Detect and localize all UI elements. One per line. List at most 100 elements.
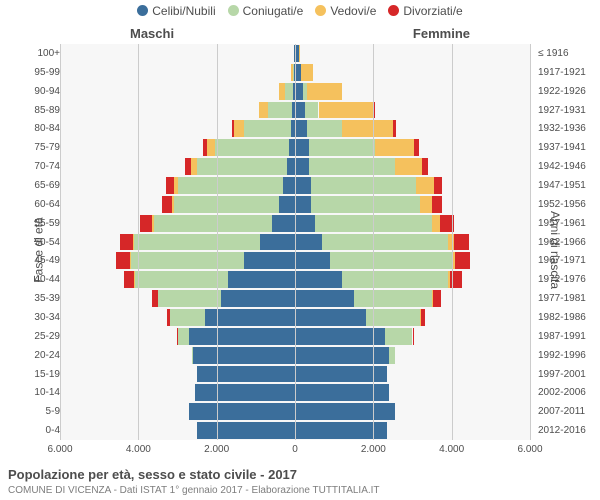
segment-co [309, 158, 395, 175]
segment-c [272, 215, 296, 232]
segment-co [174, 196, 280, 213]
birth-tick: 1992-1996 [538, 346, 586, 365]
age-tick: 70-74 [34, 157, 60, 176]
segment-d [152, 290, 158, 307]
age-tick: 55-59 [34, 214, 60, 233]
x-tick: 4.000 [126, 444, 151, 455]
legend-label: Vedovi/e [330, 4, 376, 18]
segment-co [342, 271, 448, 288]
segment-c [221, 290, 295, 307]
legend-swatch [315, 5, 326, 16]
segment-c [295, 177, 311, 194]
x-axis: 6.0004.0002.00002.0004.0006.000 [60, 444, 530, 458]
age-tick: 5-9 [46, 402, 60, 421]
age-tick: 20-24 [34, 346, 60, 365]
segment-co [244, 120, 291, 137]
birth-tick: 1997-2001 [538, 365, 586, 384]
segment-d [116, 252, 130, 269]
segment-v [172, 196, 174, 213]
segment-v [299, 45, 300, 62]
x-tick: 4.000 [439, 444, 464, 455]
birth-tick: 1962-1966 [538, 233, 586, 252]
segment-c [295, 271, 342, 288]
gridline [452, 44, 453, 440]
segment-co [268, 102, 292, 119]
segment-co [154, 215, 272, 232]
gridline [60, 44, 61, 440]
segment-c [189, 403, 295, 420]
birth-tick: 1932-1936 [538, 119, 586, 138]
segment-co [322, 234, 447, 251]
gridline [138, 44, 139, 440]
segment-c [205, 309, 295, 326]
segment-co [215, 139, 289, 156]
legend-item: Divorziati/e [388, 4, 462, 18]
segment-v [395, 158, 422, 175]
age-tick: 0-4 [46, 421, 60, 440]
age-tick: 100+ [37, 44, 60, 63]
age-tick: 15-19 [34, 365, 60, 384]
birth-tick: 1982-1986 [538, 308, 586, 327]
legend-label: Divorziati/e [403, 4, 462, 18]
segment-c [195, 384, 295, 401]
birth-tick: 1987-1991 [538, 327, 586, 346]
segment-d [140, 215, 152, 232]
segment-c [189, 328, 295, 345]
age-tick: 90-94 [34, 82, 60, 101]
segment-v [342, 120, 393, 137]
segment-d [432, 196, 442, 213]
segment-co [293, 64, 294, 81]
segment-co [309, 139, 376, 156]
segment-d [120, 234, 134, 251]
segment-d [455, 252, 471, 269]
birth-tick: 2002-2006 [538, 383, 586, 402]
birth-tick: 1972-1976 [538, 270, 586, 289]
segment-co [311, 196, 421, 213]
segment-d [185, 158, 191, 175]
age-tick: 10-14 [34, 383, 60, 402]
x-tick: 0 [292, 444, 298, 455]
segment-c [295, 384, 389, 401]
segment-v [133, 234, 134, 251]
plot-area [60, 44, 530, 440]
segment-v [301, 64, 313, 81]
segment-d [413, 328, 415, 345]
segment-co [197, 158, 287, 175]
segment-c [197, 422, 295, 439]
segment-c [283, 177, 295, 194]
age-ticks: 100+95-9990-9485-8980-8475-7970-7465-696… [4, 44, 60, 440]
birth-tick: 1922-1926 [538, 82, 586, 101]
birth-tick: 2012-2016 [538, 421, 586, 440]
birth-tick: 1952-1956 [538, 195, 586, 214]
segment-co [307, 120, 342, 137]
age-tick: 80-84 [34, 119, 60, 138]
segment-v [420, 196, 432, 213]
x-tick: 2.000 [361, 444, 386, 455]
segment-co [385, 328, 412, 345]
segment-co [311, 177, 417, 194]
segment-co [134, 234, 259, 251]
segment-c [279, 196, 295, 213]
segment-v [432, 215, 440, 232]
label-femmine: Femmine [413, 26, 470, 41]
segment-d [421, 309, 426, 326]
x-tick: 6.000 [47, 444, 72, 455]
segment-c [287, 158, 295, 175]
segment-co [134, 271, 228, 288]
segment-d [166, 177, 174, 194]
segment-c [193, 347, 295, 364]
segment-v [130, 252, 131, 269]
segment-d [177, 328, 178, 345]
legend-swatch [137, 5, 148, 16]
age-tick: 25-29 [34, 327, 60, 346]
segment-c [228, 271, 295, 288]
legend-item: Vedovi/e [315, 4, 376, 18]
birth-tick: 1937-1941 [538, 138, 586, 157]
segment-c [295, 102, 305, 119]
segment-co [178, 328, 190, 345]
segment-d [414, 139, 419, 156]
segment-c [295, 120, 307, 137]
age-tick: 50-54 [34, 233, 60, 252]
segment-co [158, 290, 221, 307]
gridline [373, 44, 374, 440]
